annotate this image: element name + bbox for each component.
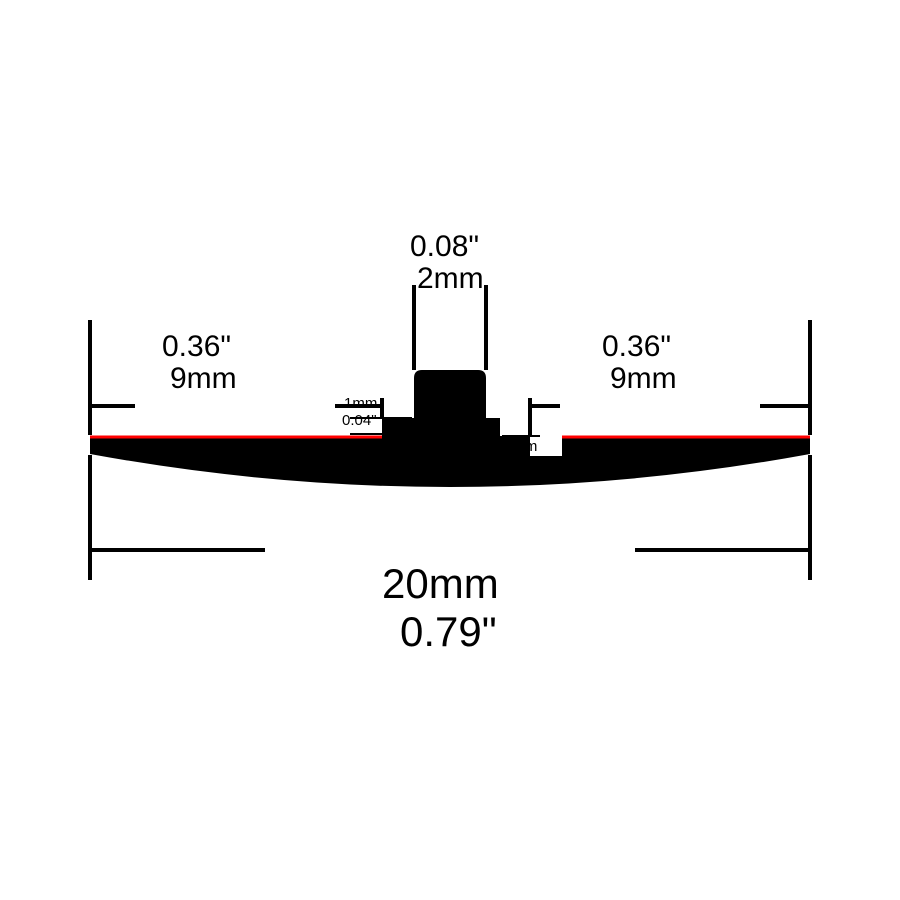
label-wing-left-inch: 0.36" — [162, 330, 231, 365]
diagram-svg — [0, 0, 900, 900]
label-tab-mm: 2mm — [417, 262, 484, 297]
diagram-stage: 0.08" 2mm 0.36" 9mm 0.36" 9mm 1mm 0.04" … — [0, 0, 900, 900]
label-step-mm: 1mm — [344, 395, 377, 412]
label-tab-inch: 0.08" — [410, 230, 479, 265]
label-overall-mm: 20mm — [382, 560, 499, 608]
label-wing-left-mm: 9mm — [170, 362, 237, 397]
label-overall-inch: 0.79" — [400, 608, 497, 656]
label-step-inch: 0.04" — [342, 412, 377, 429]
label-notch-mm: 1mm — [504, 438, 537, 455]
label-wing-right-inch: 0.36" — [602, 330, 671, 365]
label-wing-right-mm: 9mm — [610, 362, 677, 397]
dim-tab — [414, 285, 486, 370]
